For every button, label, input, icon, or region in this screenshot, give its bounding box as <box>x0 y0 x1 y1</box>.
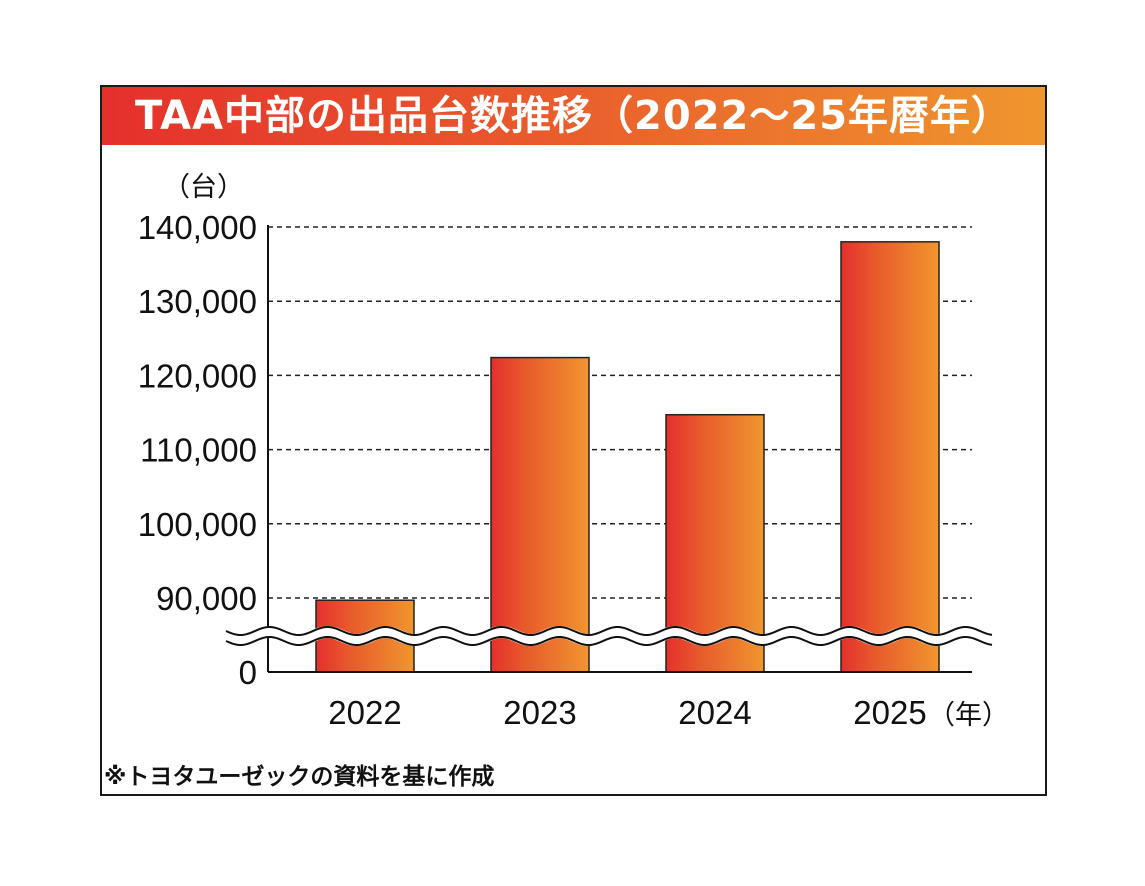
y-tick-label: 90,000 <box>156 580 257 617</box>
chart-title: TAA中部の出品台数推移（2022～25年暦年） <box>134 93 1013 139</box>
title-band: TAA中部の出品台数推移（2022～25年暦年） <box>102 87 1045 145</box>
axis-break-gap <box>223 626 993 646</box>
y-tick-label: 130,000 <box>138 283 257 320</box>
x-tick-label: 2023 <box>503 694 576 731</box>
bar-2023 <box>490 356 590 673</box>
x-tick-label: 2024 <box>678 694 751 731</box>
axis-break-line-lower <box>225 636 993 646</box>
y-tick-label: 0 <box>239 654 257 691</box>
source-note: ※トヨタユーゼックの資料を基に作成 <box>104 764 495 790</box>
x-tick-label: 2022 <box>328 694 401 731</box>
x-axis-unit-label: （年） <box>928 700 1009 731</box>
bar-2025 <box>840 241 940 673</box>
y-tick-label: 140,000 <box>138 209 257 246</box>
x-tick-label: 2025 <box>853 694 926 731</box>
y-tick-label: 110,000 <box>140 432 257 469</box>
axis-break-line-upper <box>225 626 993 636</box>
y-tick-label: 100,000 <box>138 506 257 543</box>
y-axis-unit-label: （台） <box>163 172 244 203</box>
y-tick-label: 120,000 <box>138 357 257 394</box>
